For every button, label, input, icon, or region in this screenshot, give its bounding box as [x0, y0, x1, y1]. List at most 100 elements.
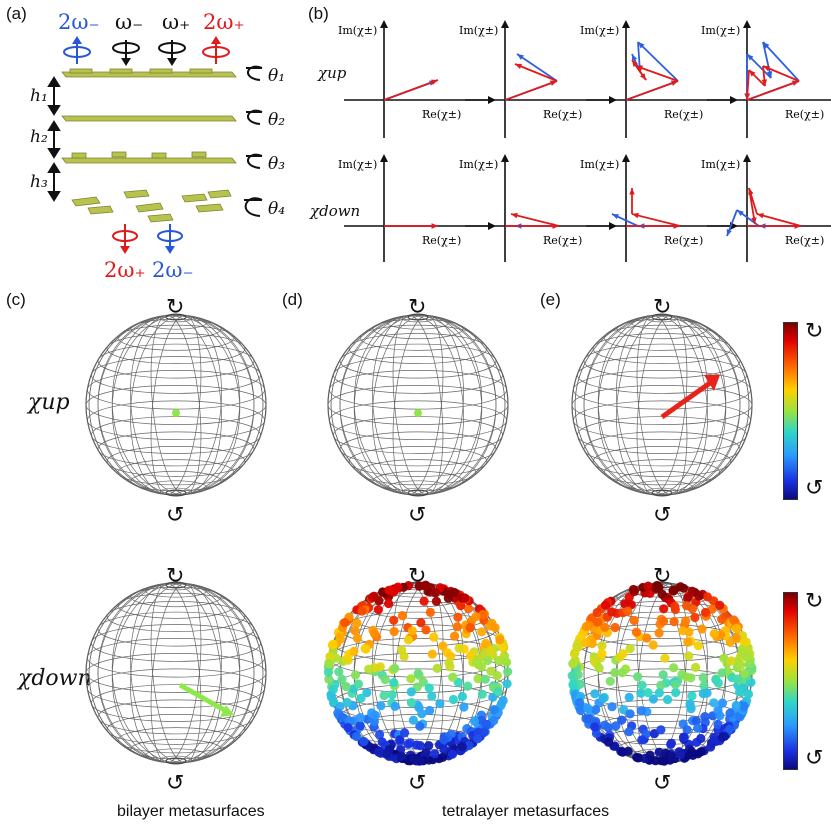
state-point	[603, 737, 614, 747]
phasor-red-5-head	[744, 93, 751, 100]
state-point	[381, 749, 391, 759]
state-point	[675, 582, 686, 592]
phasor-blue-2-head	[638, 42, 645, 49]
longitude-line	[130, 582, 222, 764]
latitude-line	[97, 699, 255, 735]
state-point	[370, 629, 380, 639]
state-point	[611, 721, 621, 731]
panel-b-plots: Im(χ±)Re(χ±)Im(χ±)Re(χ±)Im(χ±)Re(χ±)Im(χ…	[338, 20, 831, 262]
state-point	[427, 691, 437, 701]
state-point	[355, 713, 365, 723]
latitude-line	[348, 446, 488, 477]
state-point	[732, 674, 742, 684]
state-point	[709, 698, 719, 708]
axis-im-label: Im(χ±)	[459, 24, 498, 37]
latitude-line	[97, 431, 255, 467]
state-point	[473, 727, 483, 737]
latitude-line	[339, 343, 497, 379]
bloch-sphere-e-down	[567, 580, 757, 766]
longitude-line	[372, 314, 464, 496]
state-vector	[660, 380, 712, 420]
latitude-line	[372, 470, 464, 492]
state-point	[725, 708, 735, 718]
state-point	[353, 679, 363, 689]
state-point	[335, 632, 345, 642]
state-point	[328, 684, 338, 695]
state-point	[568, 680, 578, 690]
state-point	[412, 740, 422, 750]
state-point	[717, 668, 727, 678]
state-point	[387, 690, 397, 700]
state-point	[477, 627, 487, 637]
state-point	[337, 674, 347, 684]
state-point	[463, 604, 474, 614]
state-point	[343, 723, 353, 733]
state-point	[731, 623, 742, 634]
state-point	[688, 750, 698, 761]
state-point	[719, 653, 729, 663]
state-point	[675, 750, 686, 760]
phasor-red-4-head	[749, 70, 756, 77]
phasor-blue-2	[637, 41, 679, 82]
state-point	[495, 634, 505, 645]
phasor-red-1	[504, 80, 558, 101]
longitude-line	[616, 314, 708, 496]
rotation-icon-2w-minus	[63, 36, 91, 64]
panel-label-c: (c)	[6, 290, 26, 309]
state-point	[729, 615, 739, 625]
phasor-red-1-head	[671, 80, 678, 86]
state-point	[389, 626, 399, 637]
state-point	[503, 667, 513, 677]
complex-plot-r1-c2: Im(χ±) Re(χ±)	[459, 20, 617, 138]
state-point	[743, 689, 754, 699]
state-point	[669, 617, 679, 627]
latitude-line	[130, 586, 222, 608]
state-point	[417, 709, 427, 719]
state-point	[406, 687, 416, 697]
sphere-c-down-bottom-symbol: ↺	[166, 771, 185, 796]
height-h3: h₃	[30, 172, 48, 192]
state-point	[731, 633, 742, 643]
longitude-line	[409, 315, 428, 494]
phasor-blue-4-head	[632, 54, 638, 61]
state-point	[390, 663, 400, 673]
phasor-red-2	[635, 65, 679, 82]
complex-plot-r2-c4: Im(χ±) Re(χ±)	[701, 154, 831, 262]
state-point	[323, 667, 333, 677]
state-point	[447, 749, 458, 759]
longitude-line	[130, 314, 222, 496]
state-point	[370, 710, 380, 720]
state-point	[457, 742, 467, 752]
axis-im-head	[622, 154, 630, 162]
latitude-line	[130, 470, 222, 492]
state-point	[623, 606, 633, 616]
state-point	[631, 627, 642, 637]
state-point	[486, 666, 496, 676]
latitude-line	[616, 470, 708, 492]
panel-a: 2ω₋ ω₋ ω₊ 2ω₊ 2ω₊ 2ω₋ h₁ h₂ h₃ θ₁ θ₂ θ₃ …	[0, 0, 300, 290]
state-point	[590, 689, 600, 699]
sphere-d-up-top-symbol: ↻	[408, 295, 427, 320]
state-point	[406, 674, 416, 684]
axis-re-label: Re(χ±)	[664, 234, 703, 247]
state-point	[380, 675, 390, 685]
state-point	[569, 649, 580, 659]
rotation-icon-2w-minus-bottom	[157, 224, 183, 254]
axis-im-head	[622, 20, 630, 28]
state-point	[352, 633, 362, 643]
state-point	[357, 606, 367, 616]
axis-im-head	[501, 154, 509, 162]
rotation-icon-2w-plus	[202, 36, 230, 64]
state-point	[480, 674, 490, 684]
colorbar-bottom-min-symbol: ↺	[805, 746, 824, 771]
row-label-chi-up: χup	[318, 64, 347, 82]
state-point	[488, 692, 498, 702]
panel-label-d: (d)	[282, 290, 303, 309]
latitude-line	[106, 446, 246, 477]
sphere-d-up-bottom-symbol: ↺	[408, 503, 427, 528]
complex-plot-r1-c4: Im(χ±) Re(χ±)	[701, 20, 831, 138]
state-point	[400, 728, 410, 738]
north-pole	[407, 313, 429, 321]
state-point	[592, 617, 603, 627]
bloch-sphere-d-down	[323, 580, 513, 766]
